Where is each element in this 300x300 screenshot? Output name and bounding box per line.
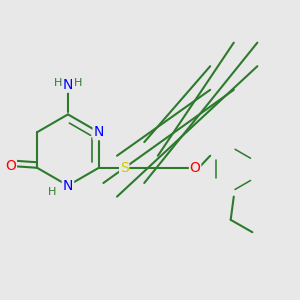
Text: H: H [48,188,56,197]
Text: N: N [94,125,104,139]
Text: O: O [190,161,200,175]
Text: N: N [63,78,73,92]
Text: H: H [74,78,82,88]
Text: N: N [63,178,73,193]
Text: H: H [54,78,62,88]
Text: O: O [5,159,16,173]
Text: S: S [120,161,129,175]
